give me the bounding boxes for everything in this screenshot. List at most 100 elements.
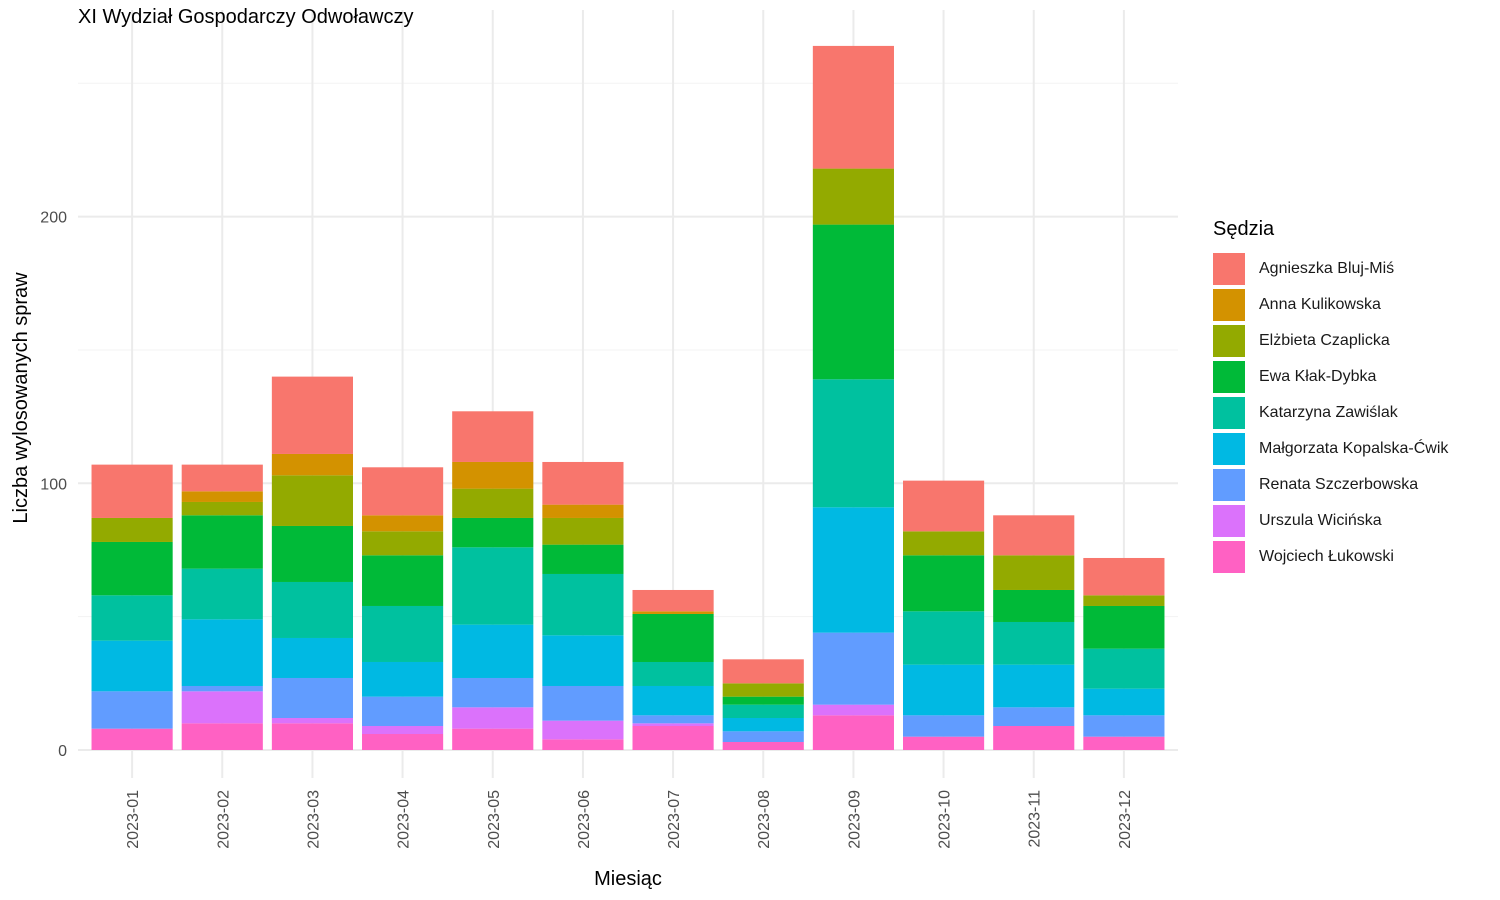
bar-segment — [812, 715, 894, 750]
bar-segment — [1083, 736, 1165, 750]
bar-segment — [542, 461, 624, 505]
legend-swatch — [1213, 505, 1245, 537]
legend-items: Agnieszka Bluj-Miś Anna Kulikowska Elżbiet… — [1213, 251, 1448, 575]
bar-segment — [1083, 688, 1165, 716]
bar-segment — [722, 741, 804, 750]
bar-segment — [1083, 605, 1165, 649]
bar-segment — [542, 739, 624, 750]
bar-segment — [993, 621, 1075, 665]
bar-segment — [1083, 557, 1165, 596]
bar-segment — [362, 531, 444, 556]
legend-swatch — [1213, 253, 1245, 285]
x-tick-label: 2023-09 — [846, 790, 863, 849]
bar-segment — [362, 467, 444, 516]
bar-segment — [722, 659, 804, 684]
legend-swatch — [1213, 469, 1245, 501]
legend-item: Agnieszka Bluj-Miś — [1213, 251, 1448, 287]
bar-segment — [903, 664, 985, 716]
legend-label: Katarzyna Zawiślak — [1259, 404, 1398, 421]
x-tick-label: 2023-11 — [1027, 790, 1044, 848]
bar-segment — [542, 504, 624, 518]
bar-segment — [542, 720, 624, 740]
bar-segment — [362, 661, 444, 697]
bar-segment — [632, 685, 714, 716]
bar-segment — [181, 464, 263, 492]
bar-segment — [181, 568, 263, 620]
bar-segment — [722, 717, 804, 732]
bar-segment — [542, 685, 624, 721]
bar-segment — [362, 725, 444, 734]
bar-segment — [181, 501, 263, 516]
bar-segment — [812, 45, 894, 169]
y-tick-label: 0 — [58, 743, 67, 760]
bar-segment — [271, 677, 353, 718]
bar-segment — [452, 707, 534, 729]
legend-label: Agnieszka Bluj-Miś — [1259, 260, 1395, 277]
y-tick-label: 100 — [40, 476, 67, 493]
bar-segment — [722, 696, 804, 705]
x-tick-label: 2023-04 — [396, 790, 413, 849]
bar-segment — [812, 632, 894, 705]
bar-segment — [271, 723, 353, 750]
bar-segment — [271, 525, 353, 582]
legend-item: Katarzyna Zawiślak — [1213, 395, 1448, 431]
bar-segment — [452, 728, 534, 750]
bar-segment — [181, 619, 263, 686]
bar-segment — [91, 517, 173, 542]
bar-segment — [812, 507, 894, 633]
bar-segment — [271, 376, 353, 454]
bar-segment — [812, 379, 894, 508]
bar-segment — [632, 661, 714, 686]
bar-segment — [542, 573, 624, 636]
bar-segment — [993, 589, 1075, 622]
y-axis-label: Liczba wylosowanych spraw — [10, 272, 32, 524]
grid-lines — [78, 10, 1178, 778]
bar-segment — [362, 555, 444, 606]
bar-segment — [362, 515, 444, 532]
bar-segment — [632, 715, 714, 724]
legend-item: Urszula Wicińska — [1213, 503, 1448, 539]
bar-segment — [722, 683, 804, 697]
bar-segment — [91, 640, 173, 692]
bar-segment — [903, 555, 985, 612]
bar-segment — [452, 547, 534, 625]
bar-segment — [812, 224, 894, 380]
legend-item: Elżbieta Czaplicka — [1213, 323, 1448, 359]
bar-segment — [452, 461, 534, 489]
bar-segment — [91, 728, 173, 750]
x-axis-label: Miesiąc — [594, 868, 662, 890]
bar-segment — [542, 635, 624, 686]
bar-segment — [91, 595, 173, 641]
legend-title: Sędzia — [1213, 218, 1275, 240]
bar-segment — [812, 168, 894, 225]
bar-segment — [181, 691, 263, 724]
bar-segment — [993, 515, 1075, 556]
x-tick-label: 2023-01 — [125, 790, 142, 849]
legend-label: Renata Szczerbowska — [1259, 476, 1419, 493]
bars — [91, 45, 1165, 750]
bar-segment — [271, 637, 353, 678]
bar-segment — [993, 555, 1075, 590]
legend-label: Ewa Kłak-Dybka — [1259, 368, 1377, 385]
x-tick-label: 2023-08 — [756, 790, 773, 849]
bar-segment — [993, 725, 1075, 750]
bar-segment — [812, 704, 894, 716]
bar-segment — [181, 515, 263, 569]
bar-segment — [722, 731, 804, 742]
bar-segment — [181, 723, 263, 750]
bar-segment — [181, 491, 263, 502]
x-axis-ticks: 2023-01 2023-02 2023-03 2023-04 2023-05 2023-… — [125, 790, 1134, 849]
bar-segment — [542, 517, 624, 545]
x-tick-label: 2023-02 — [215, 790, 232, 849]
legend-swatch — [1213, 397, 1245, 429]
x-tick-label: 2023-07 — [666, 790, 683, 849]
bar-segment — [181, 685, 263, 692]
bar-segment — [632, 723, 714, 726]
bar-segment — [91, 541, 173, 596]
bar-segment — [452, 488, 534, 518]
bar-segment — [632, 725, 714, 750]
legend-label: Elżbieta Czaplicka — [1259, 332, 1390, 349]
legend-label: Urszula Wicińska — [1259, 512, 1382, 529]
legend-swatch — [1213, 541, 1245, 573]
